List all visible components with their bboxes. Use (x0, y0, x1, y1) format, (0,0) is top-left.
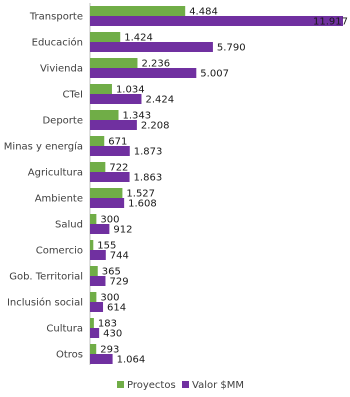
category-label-ctei: CTeI (63, 90, 84, 101)
value-label-valor-mm-minas-y-energia: 1.873 (134, 147, 163, 158)
value-labels: 4.484 11.917 1.424 5.790 2.236 5.007 1.0342.42… (97, 7, 348, 366)
value-label-proyectos-cultura: 183 (98, 319, 117, 330)
bar-proyectos-salud (90, 214, 97, 224)
category-label-ambiente: Ambiente (35, 194, 83, 205)
category-label-agricultura: Agricultura (28, 168, 83, 179)
bar-valor-mm-agricultura (90, 172, 130, 182)
value-label-valor-mm-inclusion-social: 614 (107, 303, 126, 314)
bar-proyectos-minas-y-energia (90, 136, 105, 146)
bar-valor-mm-ctei (90, 94, 142, 104)
category-label-minas-y-energia: Minas y energía (4, 141, 83, 153)
value-label-proyectos-vivienda: 2.236 (141, 59, 170, 70)
category-label-gob-territorial: Gob. Territorial (9, 272, 83, 283)
bar-valor-mm-otros (90, 354, 113, 364)
bar-proyectos-inclusion-social (90, 292, 97, 302)
bar-valor-mm-salud (90, 224, 110, 234)
value-label-valor-mm-deporte: 2.208 (141, 121, 170, 132)
bar-proyectos-deporte (90, 110, 119, 120)
category-label-educacion: Educación (32, 37, 83, 49)
bar-valor-mm-deporte (90, 120, 137, 130)
bar-valor-mm-inclusion-social (90, 302, 104, 312)
value-label-proyectos-transporte: 4.484 (189, 7, 218, 18)
value-label-proyectos-comercio: 155 (97, 241, 116, 252)
value-label-proyectos-inclusion-social: 300 (100, 293, 119, 304)
bar-valor-mm-ambiente (90, 198, 125, 208)
value-label-valor-mm-ctei: 2.424 (145, 95, 174, 106)
value-label-proyectos-gob-territorial: 365 (102, 267, 121, 278)
bar-valor-mm-educacion (90, 42, 213, 52)
bar-proyectos-transporte (90, 6, 186, 16)
category-label-deporte: Deporte (42, 116, 83, 127)
value-label-proyectos-deporte: 1.343 (123, 111, 152, 122)
bar-proyectos-cultura (90, 318, 94, 328)
bar-proyectos-agricultura (90, 162, 106, 172)
bar-proyectos-ambiente (90, 188, 123, 198)
value-label-valor-mm-cultura: 430 (103, 329, 122, 340)
value-label-proyectos-ambiente: 1.527 (126, 189, 155, 200)
value-label-valor-mm-gob-territorial: 729 (109, 277, 128, 288)
category-label-salud: Salud (55, 220, 83, 231)
value-label-proyectos-agricultura: 722 (109, 163, 128, 174)
value-label-proyectos-educacion: 1.424 (124, 33, 153, 44)
category-label-inclusion-social: Inclusión social (7, 297, 83, 309)
bars-group (90, 6, 343, 364)
category-label-otros: Otros (56, 350, 83, 361)
bar-proyectos-otros (90, 344, 97, 354)
value-label-valor-mm-otros: 1.064 (117, 355, 146, 366)
category-label-transporte: Transporte (29, 12, 83, 23)
bar-proyectos-comercio (90, 240, 94, 250)
category-label-vivienda: Vivienda (40, 64, 83, 75)
bar-proyectos-gob-territorial (90, 266, 98, 276)
bar-valor-mm-cultura (90, 328, 100, 338)
bar-valor-mm-minas-y-energia (90, 146, 130, 156)
legend-label-proyectos: Proyectos (127, 380, 176, 391)
value-label-valor-mm-comercio: 744 (110, 251, 129, 262)
value-label-valor-mm-transporte: 11.917 (313, 17, 348, 28)
legend-swatch-proyectos (117, 381, 124, 388)
bar-proyectos-educacion (90, 32, 121, 42)
category-labels: Transporte Educación Vivienda CTeI Deporte Mi… (4, 12, 83, 361)
bar-valor-mm-comercio (90, 250, 106, 260)
bar-valor-mm-transporte (90, 16, 343, 26)
value-label-proyectos-ctei: 1.034 (116, 85, 145, 96)
bar-proyectos-ctei (90, 84, 112, 94)
value-label-valor-mm-ambiente: 1.608 (128, 199, 157, 210)
legend-swatch-valor (182, 381, 189, 388)
legend-label-valor: Valor $MM (192, 380, 244, 391)
bar-valor-mm-gob-territorial (90, 276, 106, 286)
bar-valor-mm-vivienda (90, 68, 197, 78)
value-label-proyectos-otros: 293 (100, 345, 119, 356)
value-label-valor-mm-educacion: 5.790 (217, 43, 246, 54)
category-label-cultura: Cultura (46, 324, 83, 335)
value-label-valor-mm-salud: 912 (113, 225, 132, 236)
value-label-valor-mm-agricultura: 1.863 (134, 173, 163, 184)
bar-proyectos-vivienda (90, 58, 138, 68)
category-label-comercio: Comercio (36, 246, 83, 257)
value-label-proyectos-minas-y-energia: 671 (108, 137, 127, 148)
value-label-proyectos-salud: 300 (100, 215, 119, 226)
value-label-valor-mm-vivienda: 5.007 (200, 69, 229, 80)
legend: Proyectos Valor $MM (117, 380, 244, 391)
